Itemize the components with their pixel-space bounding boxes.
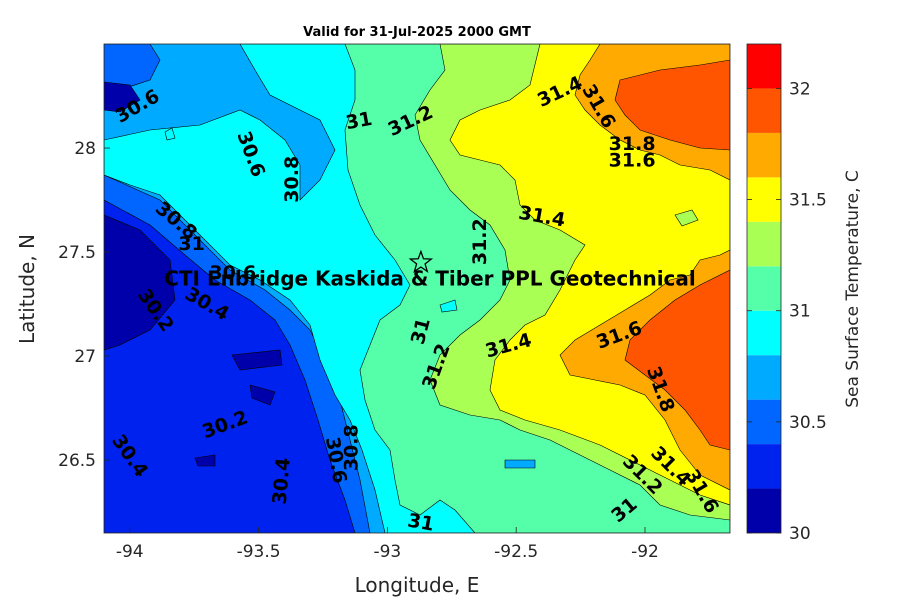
band-30-0 <box>104 214 176 351</box>
colorbar-ticks: 30 30.5 31 31.5 32 <box>747 79 827 544</box>
contour-label: 31 <box>344 108 374 134</box>
colorbar-segment <box>747 88 781 133</box>
x-tick-label: -93 <box>373 542 401 562</box>
colorbar-tick-label: 30.5 <box>789 413 827 433</box>
colorbar <box>747 44 781 533</box>
contour-label: 30.4 <box>269 457 295 506</box>
band-30-8 <box>164 127 176 141</box>
colorbar-segment <box>747 444 781 489</box>
site-annotation-label: CTI Enbridge Kaskida & Tiber PPL Geotech… <box>164 266 696 290</box>
site-star-marker <box>408 249 434 273</box>
plot-frame <box>103 43 731 534</box>
x-axis-label: Longitude, E <box>355 573 480 597</box>
x-tick-label: -93.5 <box>237 542 281 562</box>
y-axis-ticks: 26.5 27 27.5 28 <box>58 139 110 471</box>
site-annotation: CTI Enbridge Kaskida & Tiber PPL Geotech… <box>164 249 696 290</box>
y-axis-label: Latitude, N <box>15 234 39 344</box>
band-31-8 <box>624 269 730 451</box>
colorbar-segment <box>747 177 781 222</box>
colorbar-segment <box>747 355 781 400</box>
colorbar-segment <box>747 132 781 178</box>
band-30-0 <box>249 384 276 406</box>
y-tick-label: 28 <box>74 139 96 159</box>
contour-plot-area <box>104 44 730 533</box>
contour-label: 31.6 <box>609 150 656 172</box>
y-tick-label: 26.5 <box>58 451 96 471</box>
x-axis-ticks: -94 -93.5 -93 -92.5 -92 <box>116 527 659 562</box>
band-30-0 <box>104 81 141 113</box>
contour-label: 31.8 <box>609 133 656 155</box>
y-tick-label: 27.5 <box>58 243 96 263</box>
x-tick-label: -92.5 <box>494 542 538 562</box>
contour-label: 31.2 <box>469 218 491 265</box>
contour-label: 30.8 <box>281 156 303 203</box>
band-31-8 <box>614 59 730 151</box>
contour-label: 30.8 <box>340 424 362 471</box>
colorbar-label: Sea Surface Temperature, C <box>843 170 863 408</box>
band-31-2 <box>674 209 699 227</box>
colorbar-segment <box>747 310 781 356</box>
colorbar-segment <box>747 266 781 311</box>
colorbar-segment <box>747 44 781 89</box>
contour-label: 31 <box>178 233 204 255</box>
colorbar-frame <box>746 43 782 534</box>
chart-title: Valid for 31-Jul-2025 2000 GMT <box>303 25 531 40</box>
colorbar-segment <box>747 399 781 445</box>
colorbar-segment <box>747 488 781 533</box>
band-30-8 <box>439 299 458 313</box>
x-tick-label: -92 <box>631 542 659 562</box>
band-30-0 <box>231 349 283 371</box>
contour-label: 30.6 <box>209 262 256 284</box>
y-tick-label: 27 <box>74 347 96 367</box>
band-30-6 <box>504 459 536 469</box>
contour-label: 31 <box>406 509 436 535</box>
band-30-4 <box>104 44 161 96</box>
colorbar-tick-label: 31 <box>789 302 811 322</box>
x-tick-label: -94 <box>116 542 144 562</box>
colorbar-tick-label: 31.5 <box>789 191 827 211</box>
band-30-0 <box>194 454 216 467</box>
colorbar-tick-label: 32 <box>789 79 811 99</box>
colorbar-tick-label: 30 <box>789 524 811 544</box>
colorbar-segment <box>747 221 781 267</box>
